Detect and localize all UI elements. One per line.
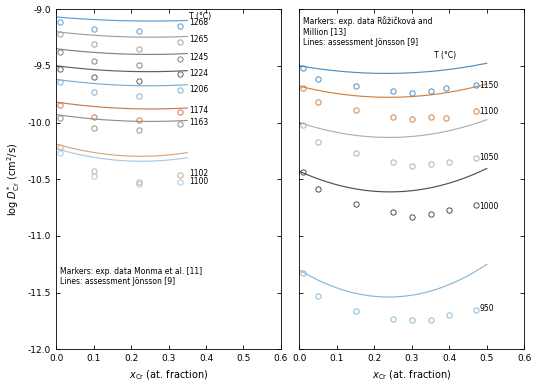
Text: T (°C): T (°C) (189, 12, 211, 21)
Text: 1102: 1102 (189, 169, 208, 178)
Text: 1268: 1268 (189, 18, 208, 27)
Text: 1150: 1150 (480, 81, 498, 90)
Text: 1163: 1163 (189, 118, 208, 127)
X-axis label: $x_\mathrm{Cr}$ (at. fraction): $x_\mathrm{Cr}$ (at. fraction) (372, 369, 452, 383)
Text: 1100: 1100 (189, 177, 208, 186)
Text: 950: 950 (480, 304, 494, 313)
Text: 1050: 1050 (480, 153, 499, 162)
Text: 1000: 1000 (480, 202, 499, 211)
Text: 1206: 1206 (189, 85, 208, 94)
Y-axis label: log $D^{*}_\mathrm{Cr}$ (cm$^2$/s): log $D^{*}_\mathrm{Cr}$ (cm$^2$/s) (5, 143, 23, 216)
Text: Markers: exp. data Monma et al. [11]
Lines: assessment Jönsson [9]: Markers: exp. data Monma et al. [11] Lin… (60, 267, 202, 286)
Text: T (°C): T (°C) (434, 51, 456, 60)
Text: 1100: 1100 (480, 107, 498, 116)
X-axis label: $x_\mathrm{Cr}$ (at. fraction): $x_\mathrm{Cr}$ (at. fraction) (129, 369, 208, 383)
Text: 1265: 1265 (189, 35, 208, 44)
Text: 1174: 1174 (189, 106, 208, 114)
Text: 1245: 1245 (189, 53, 208, 62)
Text: 1224: 1224 (189, 69, 208, 78)
Text: Markers: exp. data Růžičková and
Million [13]
Lines: assessment Jönsson [9]: Markers: exp. data Růžičková and Million… (303, 16, 433, 47)
